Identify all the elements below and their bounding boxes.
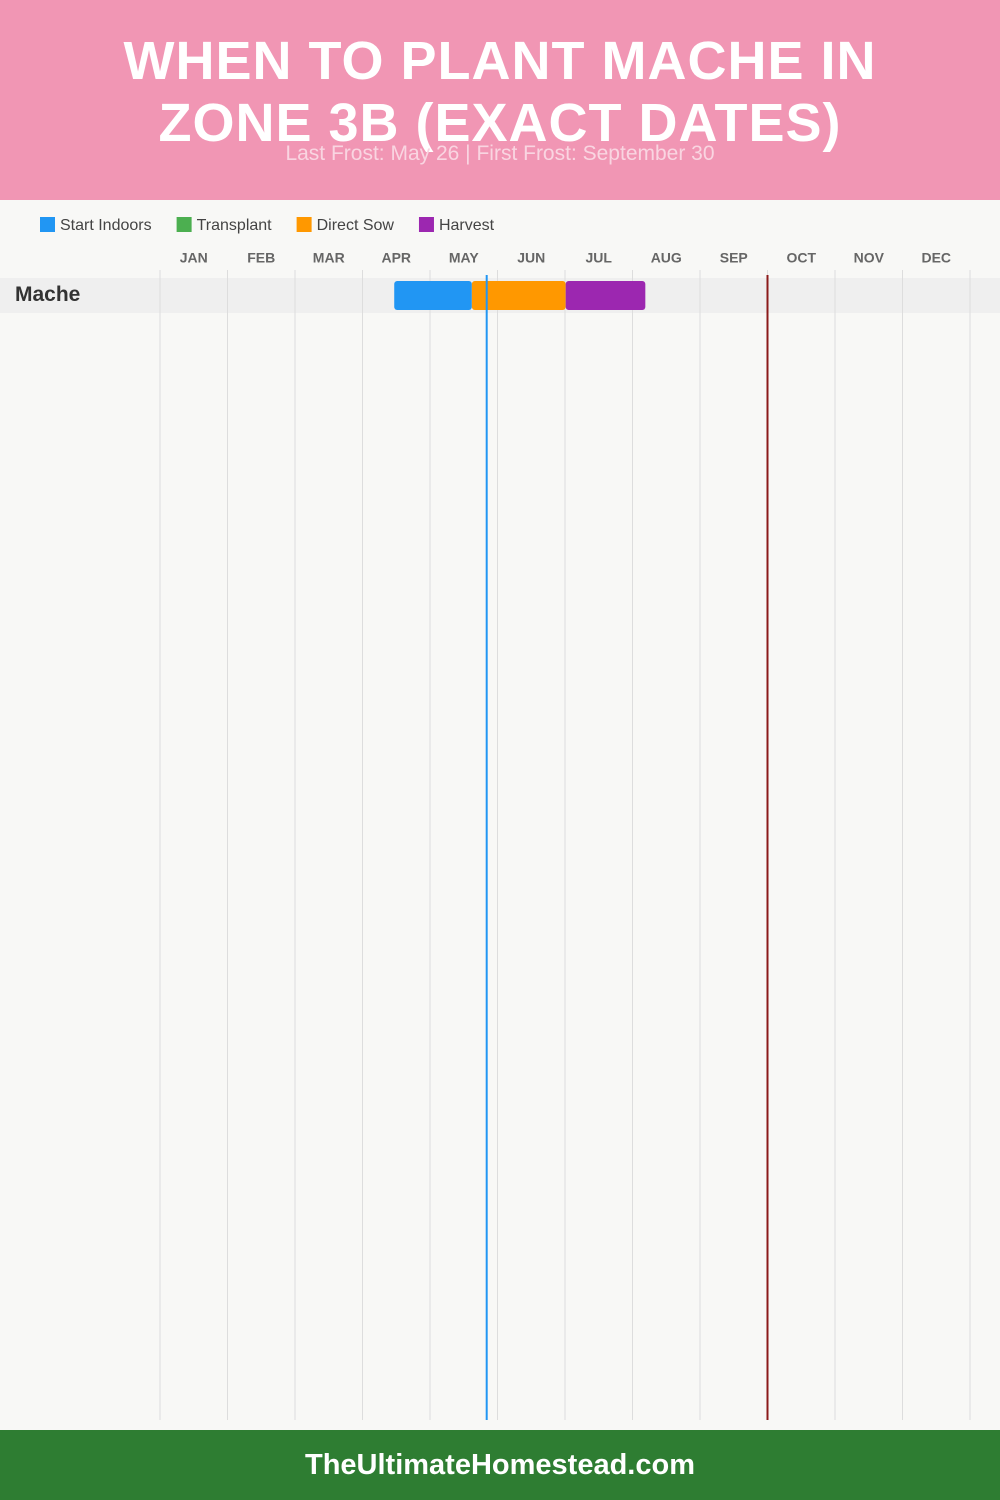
- x-tick-label: FEB: [247, 250, 275, 266]
- x-tick-label: JUL: [586, 250, 613, 266]
- x-tick-label: JAN: [180, 250, 208, 266]
- chart-subtitle: Last Frost: May 26 | First Frost: Septem…: [285, 142, 715, 165]
- legend-label: Start Indoors: [60, 217, 152, 234]
- legend-swatch: [418, 217, 434, 232]
- legend-swatch: [40, 217, 55, 232]
- gantt-bar: [565, 281, 646, 310]
- row-label: Mache: [15, 283, 80, 306]
- x-tick-label: APR: [381, 250, 411, 266]
- legend-swatch: [296, 217, 312, 232]
- legend-label: Harvest: [439, 217, 495, 234]
- legend-label: Transplant: [197, 217, 273, 234]
- chart: Start Indoors Transplant Direct Sow Harvest…: [0, 217, 1000, 1420]
- header: WHEN TO PLANT MACHE IN ZONE 3B (EXACT DA…: [0, 0, 1000, 200]
- legend-label: Direct Sow: [317, 217, 395, 234]
- x-tick-label: OCT: [786, 250, 816, 266]
- gantt-bar: [394, 281, 472, 310]
- footer: TheUltimateHomestead.com: [0, 1430, 1000, 1500]
- x-tick-label: AUG: [651, 250, 682, 266]
- gantt-bar: [471, 281, 566, 310]
- x-tick-label: NOV: [854, 250, 885, 266]
- x-tick-label: JUN: [517, 250, 545, 266]
- x-tick-label: DEC: [921, 250, 951, 266]
- x-tick-label: SEP: [720, 250, 748, 266]
- x-tick-label: MAR: [313, 250, 345, 266]
- chart-title: WHEN TO PLANT MACHE IN ZONE 3B (EXACT DA…: [123, 31, 877, 153]
- x-tick-label: MAY: [449, 250, 479, 266]
- legend-swatch: [176, 217, 192, 232]
